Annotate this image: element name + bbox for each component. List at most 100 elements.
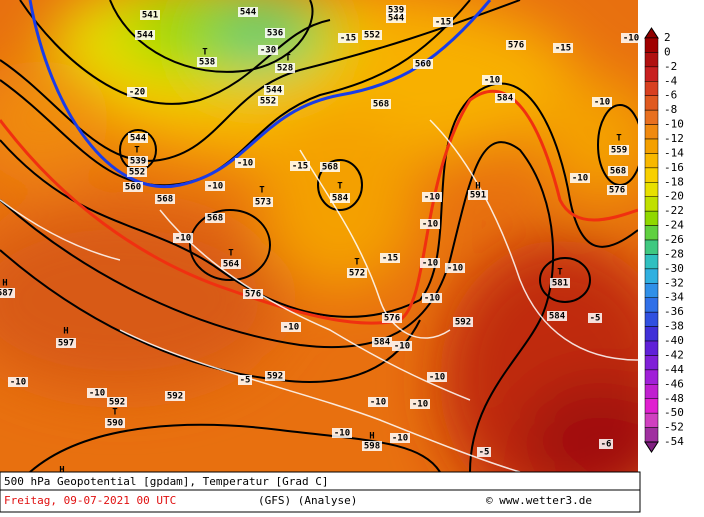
colorbar-bin [644,81,659,96]
map-label-bg [495,93,515,103]
map-label-bg [105,418,125,428]
map-label: T [337,182,343,192]
colorbar-bin [644,167,659,183]
map-label: 584 [497,94,514,104]
map-label-bg [173,233,193,243]
map-label: -10 [484,76,500,86]
colorbar-bin [644,138,659,154]
map-label-bg [371,99,391,109]
map-label-bg [221,259,241,269]
map-label-bg [205,181,225,191]
map-label-bg [392,341,412,351]
map-label: -10 [10,378,26,388]
map-label-bg [588,313,602,323]
map-label-bg [553,43,573,53]
colorbar-bin [644,210,659,226]
map-label: 572 [349,269,365,279]
colorbar-label: -42 [664,348,684,361]
colorbar-label: -38 [664,320,684,333]
colorbar-label: -26 [664,233,684,246]
map-label: 584 [374,338,391,348]
map [0,0,638,472]
map-label: H [369,432,374,442]
map-label: 584 [549,312,566,322]
map-label: T [285,54,291,64]
colorbar-bin [644,182,659,197]
colorbar-bin [644,268,659,284]
map-label: -10 [422,259,438,269]
map-label-bg [433,17,453,27]
map-label-bg [382,313,402,323]
colorbar-bin [644,254,659,270]
map-label-bg [238,7,258,17]
colorbar-bin [644,95,659,111]
colorbar-bin [644,355,659,371]
map-label: 592 [109,398,125,408]
colorbar: 20 -2-4 -6-8 -10-12-14 -16-18 -20-22 -24-26-28… [644,27,684,453]
map-label-bg [445,263,465,273]
map-label-bg [570,173,590,183]
map-label: -10 [594,98,610,108]
map-label-bg [390,433,410,443]
map-label: -10 [623,34,639,44]
map-label-bg [592,97,612,107]
map-label-bg [128,156,148,166]
colorbar-label: -6 [664,89,677,102]
footer-model: (GFS) (Analyse) [258,494,357,507]
colorbar-bin [644,398,659,414]
map-label: 591 [470,191,486,201]
map-label: -5 [479,448,490,458]
colorbar-bin [644,369,659,385]
colorbar-bin [644,66,659,82]
map-label: -10 [429,373,445,383]
colorbar-label: -12 [664,132,684,145]
map-label: 573 [255,198,271,208]
map-label-bg [275,63,295,73]
map-label-bg [235,158,255,168]
map-label: -10 [424,193,440,203]
map-label-bg [380,253,400,263]
map-label: 592 [167,392,183,402]
colorbar-label: -18 [664,175,684,188]
colorbar-label: -14 [664,146,684,159]
map-label: 576 [384,314,400,324]
colorbar-bin [644,297,659,313]
colorbar-label: -8 [664,103,677,116]
colorbar-cap [644,441,659,453]
map-label-bg [123,182,143,192]
map-label: T [557,268,563,278]
map-label: -10 [422,220,438,230]
map-label: 564 [223,260,240,270]
map-label: 568 [157,195,173,205]
map-label: -10 [334,429,350,439]
map-label-bg [413,59,433,69]
map-label: 576 [508,41,524,51]
colorbar-label: -34 [664,291,684,304]
map-label: -15 [435,18,451,28]
map-label: -15 [382,254,398,264]
colorbar-label: -2 [664,60,677,73]
colorbar-bin [644,225,659,241]
map-label: 560 [125,183,141,193]
map-label: -6 [601,440,612,450]
map-label: -10 [207,182,223,192]
map-label: -10 [283,323,299,333]
map-label-bg [506,40,526,50]
map-label: -10 [572,174,588,184]
map-label-bg [127,167,147,177]
colorbar-label: -28 [664,247,684,260]
map-label: 568 [207,214,223,224]
map-label-bg [320,162,340,172]
map-label: H [2,279,7,289]
map-label-bg [410,399,430,409]
map-label-bg [107,397,127,407]
colorbar-label: -52 [664,421,684,434]
colorbar-label: -20 [664,190,684,203]
colorbar-bin [644,153,659,169]
colorbar-label: 2 [664,31,671,44]
colorbar-bin [644,109,659,125]
map-label: -15 [292,162,308,172]
map-label-bg [87,388,107,398]
map-label-bg [258,96,278,106]
map-label: T [228,249,234,259]
